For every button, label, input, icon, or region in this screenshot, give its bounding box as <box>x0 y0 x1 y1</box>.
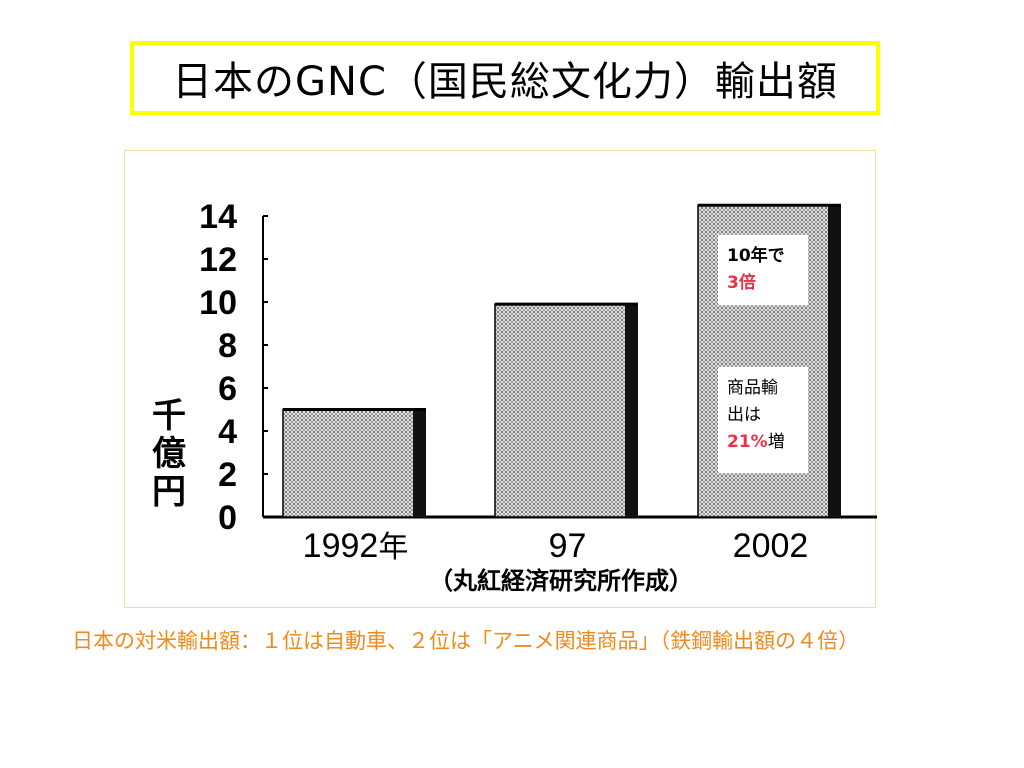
bar-body <box>282 408 416 518</box>
annotation-box <box>718 235 808 305</box>
annotation-line: 10年で <box>727 245 785 266</box>
annotation-line: 商品輸 <box>727 378 778 398</box>
x-tick-label: 2002 <box>733 527 809 565</box>
bar-shadow <box>625 304 638 517</box>
bar-shadow <box>828 205 841 517</box>
chart-frame: 0 2 4 6 8 10 12 14 千億円 1992年 97 2002 （丸紅経済研究所作成） 10… <box>124 150 877 608</box>
x-tick-label: 97 <box>549 527 587 565</box>
bar-97 <box>494 302 638 518</box>
bar-body <box>494 303 628 518</box>
bar-shadow <box>413 409 426 517</box>
y-tick-label: 8 <box>218 327 237 365</box>
page-title: 日本のGNC（国民総文化力）輸出額 <box>172 59 838 105</box>
annotation-box <box>718 367 808 473</box>
y-axis-unit-char: 億 <box>152 434 186 474</box>
y-axis-unit-char: 円 <box>152 472 186 512</box>
y-tick-label: 0 <box>218 499 237 537</box>
annotation-line: 3倍 <box>727 272 756 293</box>
y-tick-label: 6 <box>218 370 237 408</box>
x-tick-label: 1992年 <box>303 527 409 565</box>
y-tick-label: 2 <box>218 456 237 494</box>
caption-text: 日本の対米輸出額：１位は自動車、２位は「アニメ関連商品」（鉄鋼輸出額の４倍） <box>72 629 860 653</box>
y-tick-label: 14 <box>199 198 237 236</box>
bar-chart: 0 2 4 6 8 10 12 14 千億円 1992年 97 2002 （丸紅経済研究所作成） 10… <box>152 198 877 595</box>
y-tick-label: 10 <box>199 284 237 322</box>
y-axis-unit-label: 千億円 <box>152 396 186 512</box>
y-axis-unit-char: 千 <box>152 396 186 436</box>
annotation-line: 出は <box>727 405 761 425</box>
title-box: 日本のGNC（国民総文化力）輸出額 <box>130 41 880 115</box>
annotation-line: 21%増 <box>727 432 785 452</box>
source-label: （丸紅経済研究所作成） <box>429 567 693 595</box>
annotation-note-1: 10年で 3倍 <box>718 235 808 305</box>
y-tick-label: 4 <box>218 413 237 451</box>
y-tick-label: 12 <box>199 241 237 279</box>
bar-1992 <box>282 408 426 518</box>
